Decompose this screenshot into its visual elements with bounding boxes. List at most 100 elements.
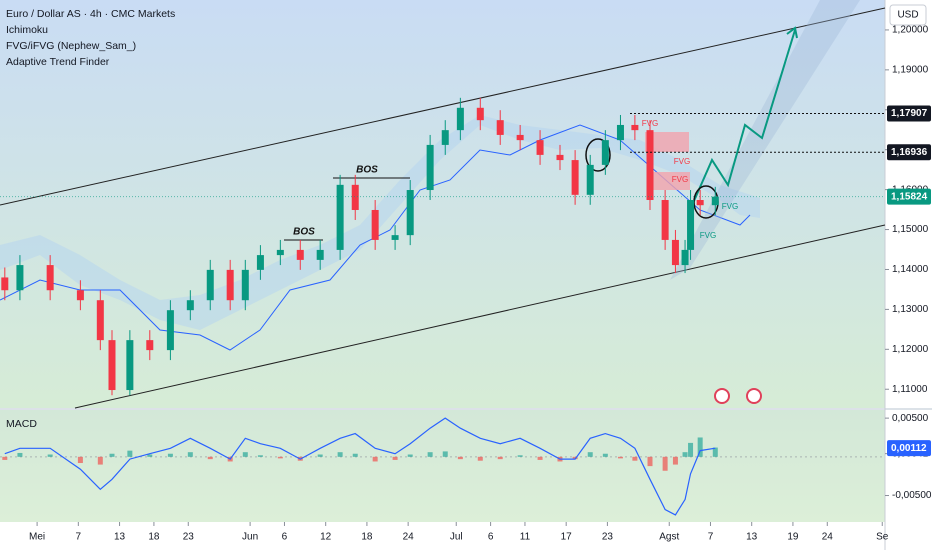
- histogram-bar: [187, 452, 193, 457]
- candle-body: [256, 255, 264, 270]
- chart-title: Euro / Dollar AS · 4h · CMC Markets: [6, 8, 175, 20]
- indicator-name: FVG/iFVG (Nephew_Sam_): [6, 40, 136, 52]
- histogram-bar: [257, 455, 263, 457]
- histogram-bar: [647, 456, 653, 467]
- macd-pane: [0, 410, 885, 522]
- candle-body: [556, 154, 564, 161]
- candle-body: [351, 184, 359, 210]
- histogram-bar: [457, 456, 463, 460]
- x-tick-label: 18: [148, 532, 160, 543]
- macd-last-label: 0,00112: [891, 443, 927, 454]
- x-tick-label: 17: [561, 532, 573, 543]
- candle-body: [406, 190, 414, 236]
- candle-body: [336, 184, 344, 250]
- candle-body: [671, 239, 679, 266]
- indicator-name: Ichimoku: [6, 24, 48, 36]
- y-tick-label: 1,14000: [892, 264, 929, 275]
- histogram-bar: [372, 456, 378, 462]
- candle-body: [108, 340, 116, 391]
- indicator-name: Adaptive Trend Finder: [6, 56, 110, 68]
- histogram-bar: [537, 456, 543, 460]
- candle-body: [696, 200, 704, 206]
- annotation: FVG: [722, 202, 738, 211]
- level-box: [887, 144, 931, 161]
- y-tick-label: 1,19000: [892, 65, 929, 76]
- candle-body: [316, 249, 324, 260]
- candle-body: [571, 160, 579, 195]
- histogram-bar: [97, 456, 103, 465]
- level-label: 1,17907: [891, 108, 928, 119]
- candle-body: [96, 300, 104, 341]
- x-tick-label: Se: [876, 532, 889, 543]
- candle-body: [166, 310, 174, 351]
- histogram-bar: [672, 456, 678, 465]
- histogram-bar: [517, 455, 523, 457]
- candle-body: [711, 196, 719, 206]
- histogram-bar: [632, 456, 638, 461]
- candle-body: [601, 140, 609, 165]
- histogram-bar: [77, 456, 83, 464]
- x-tick-label: 6: [282, 532, 288, 543]
- x-tick-label: 12: [320, 532, 332, 543]
- x-tick-label: 13: [746, 532, 758, 543]
- y-tick-label: 1,15000: [892, 224, 929, 235]
- histogram-bar: [147, 454, 153, 457]
- x-tick-label: 7: [708, 532, 714, 543]
- histogram-bar: [688, 442, 694, 457]
- histogram-bar: [427, 452, 433, 457]
- candle-body: [616, 124, 624, 141]
- histogram-bar: [587, 452, 593, 457]
- currency-box[interactable]: [889, 4, 927, 26]
- histogram-bar: [337, 452, 343, 457]
- candle-body: [681, 249, 689, 266]
- annotation: BOS: [293, 227, 315, 238]
- histogram-bar: [392, 456, 398, 460]
- histogram-bar: [2, 456, 8, 460]
- kijun-line: [0, 124, 751, 351]
- histogram-bar: [477, 456, 483, 461]
- candle-body: [126, 340, 134, 391]
- histogram-bar: [277, 456, 283, 459]
- histogram-bar: [352, 453, 358, 457]
- histogram-bar: [617, 456, 623, 459]
- channel-upper: [0, 7, 886, 206]
- event-icon: [746, 388, 762, 404]
- trend-channel: [670, 0, 860, 280]
- fvg-zone: [650, 172, 690, 190]
- candle-body: [16, 265, 24, 291]
- histogram-bar: [407, 454, 413, 457]
- histogram-bar: [317, 454, 323, 457]
- histogram-bar: [47, 454, 53, 457]
- currency[interactable]: USD: [897, 10, 918, 21]
- macd-line: [4, 417, 716, 516]
- histogram-bar: [17, 452, 23, 457]
- annotation: FVG: [674, 157, 690, 166]
- candle-body: [241, 269, 249, 301]
- annotation: FVG: [700, 231, 716, 240]
- candle-body: [76, 290, 84, 301]
- candle-body: [646, 130, 654, 201]
- histogram-bar: [127, 450, 133, 457]
- y-tick-label: 1,20000: [892, 25, 929, 36]
- histogram-bar: [712, 447, 718, 457]
- candle-body: [296, 249, 304, 260]
- last-price-box: [887, 188, 931, 205]
- x-tick-label: 11: [520, 532, 531, 543]
- x-tick-label: 24: [403, 532, 415, 543]
- candle-body: [661, 200, 669, 240]
- histogram-bar: [682, 452, 688, 457]
- x-tick-label: 23: [602, 532, 614, 543]
- x-tick-label: 23: [183, 532, 195, 543]
- candle-body: [631, 124, 639, 131]
- event-icon: [714, 388, 730, 404]
- histogram-bar: [572, 456, 578, 460]
- x-tick-label: 13: [114, 532, 126, 543]
- histogram-bar: [207, 456, 213, 460]
- histogram-bar: [662, 456, 668, 471]
- level-label: 1,16936: [891, 147, 928, 158]
- x-tick-label: 19: [787, 532, 799, 543]
- candle-body: [186, 300, 194, 311]
- candle-body: [1, 277, 9, 291]
- candle-body: [391, 235, 399, 240]
